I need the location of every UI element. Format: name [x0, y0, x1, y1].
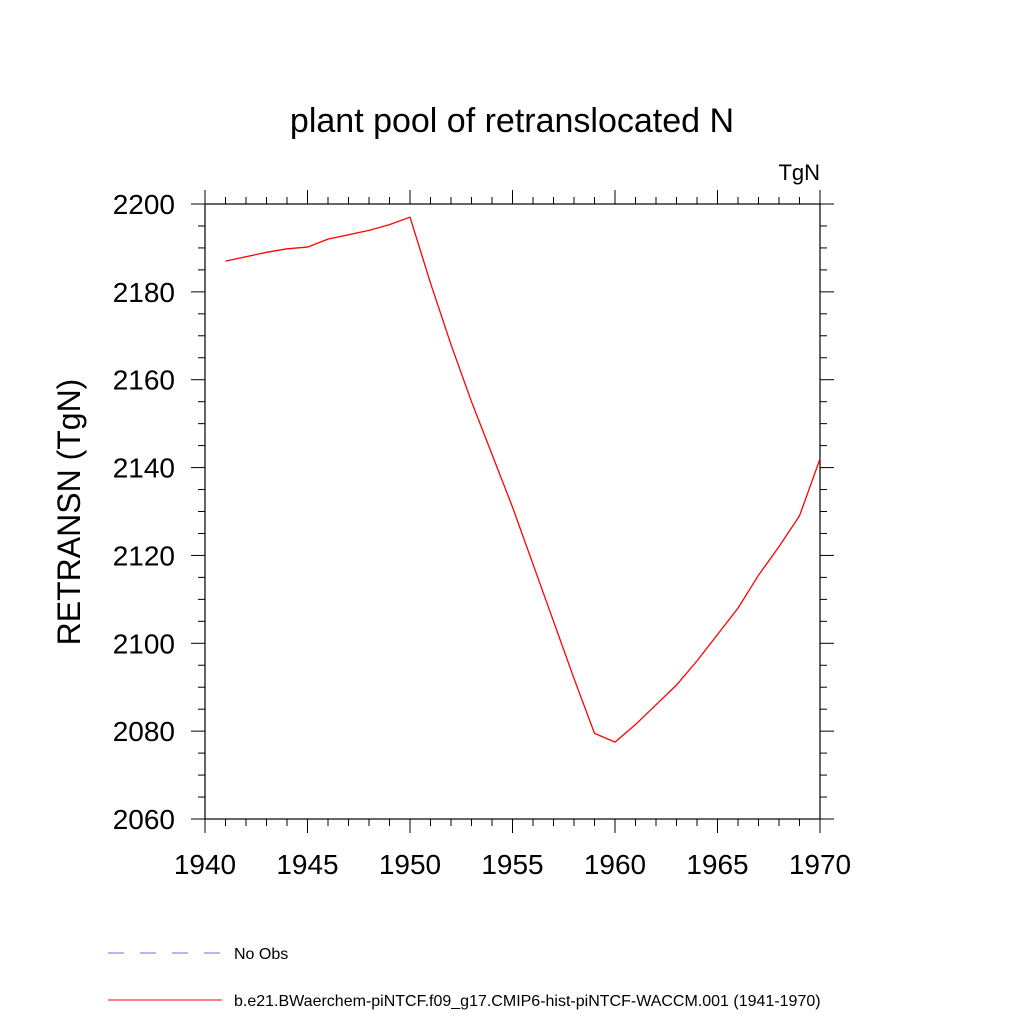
plot-frame	[204, 203, 821, 820]
x-tick-label: 1960	[584, 849, 646, 880]
axes: 1940 1945 1950 1955 1960 1965 1970 2060 2080 2100…	[113, 189, 851, 880]
y-axis-label: RETRANSN (TgN)	[51, 379, 87, 646]
x-tick-label: 1955	[481, 849, 543, 880]
x-tick-label: 1940	[174, 849, 236, 880]
series-layer	[225, 216, 821, 743]
y-tick-label: 2140	[113, 453, 175, 484]
y-tick-label: 2200	[113, 189, 175, 220]
x-tick-label: 1965	[686, 849, 748, 880]
units-label: TgN	[778, 160, 820, 185]
x-tick-label: 1970	[789, 849, 851, 880]
y-tick-label: 2080	[113, 716, 175, 747]
x-tick-label: 1945	[276, 849, 338, 880]
series-line	[225, 216, 821, 743]
y-tick-label: 2100	[113, 628, 175, 659]
legend-label: No Obs	[234, 946, 288, 963]
legend-label: b.e21.BWaerchem-piNTCF.f09_g17.CMIP6-his…	[234, 993, 821, 1010]
chart-title: plant pool of retranslocated N	[290, 102, 734, 140]
x-tick-label: 1950	[379, 849, 441, 880]
y-tick-label: 2180	[113, 277, 175, 308]
y-tick-label: 2160	[113, 365, 175, 396]
legend: No Obs b.e21.BWaerchem-piNTCF.f09_g17.CMI…	[108, 946, 821, 1010]
y-tick-label: 2120	[113, 540, 175, 571]
y-tick-label: 2060	[113, 804, 175, 835]
